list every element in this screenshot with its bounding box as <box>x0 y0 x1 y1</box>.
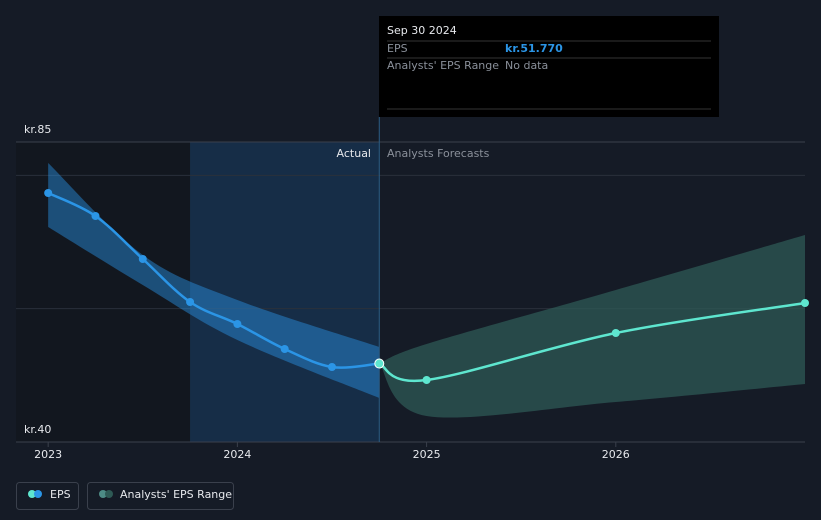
legend-icon <box>105 490 113 498</box>
x-tick-label: 2026 <box>602 448 630 461</box>
eps-forecast-line <box>378 301 806 383</box>
tooltip-label: Analysts' EPS Range <box>387 59 499 72</box>
plot-area: kr.40 kr.85 2023 2024 2025 2026 <box>16 117 809 461</box>
highlight-region <box>190 142 380 442</box>
eps-forecast-point <box>801 299 809 307</box>
eps-point <box>138 255 147 263</box>
tooltip <box>379 16 719 117</box>
y-tick-label: kr.40 <box>24 423 51 436</box>
eps-line <box>47 191 380 369</box>
eps-point <box>327 363 336 371</box>
tooltip-value: No data <box>505 59 548 72</box>
legend-label: Analysts' EPS Range <box>120 488 232 501</box>
legend-icon <box>99 490 107 498</box>
eps-forecast-point <box>422 376 431 384</box>
range-band <box>48 163 380 398</box>
y-tick-label: kr.85 <box>24 123 51 136</box>
eps-point <box>186 298 195 306</box>
legend-item[interactable]: Analysts' EPS Range <box>87 482 234 510</box>
x-tick-label: 2025 <box>413 448 441 461</box>
section-label: Analysts Forecasts <box>387 147 490 160</box>
x-tick-label: 2024 <box>223 448 251 461</box>
eps-point <box>91 212 100 220</box>
tooltip-date: Sep 30 2024 <box>387 24 457 37</box>
eps-point <box>44 189 53 197</box>
legend-icon <box>34 490 42 498</box>
eps-point <box>280 345 289 353</box>
section-label: Actual <box>337 147 371 160</box>
tooltip-value: kr.51.770 <box>505 42 563 55</box>
tooltip-label: EPS <box>387 42 408 55</box>
eps-forecast-point <box>611 329 620 337</box>
x-tick-label: 2023 <box>34 448 62 461</box>
range-band <box>379 235 805 418</box>
eps-point <box>233 320 242 328</box>
legend-item[interactable]: EPS <box>16 482 79 510</box>
legend-label: EPS <box>50 488 71 501</box>
legend-icon <box>28 490 36 498</box>
eps-point-selected <box>374 358 385 369</box>
